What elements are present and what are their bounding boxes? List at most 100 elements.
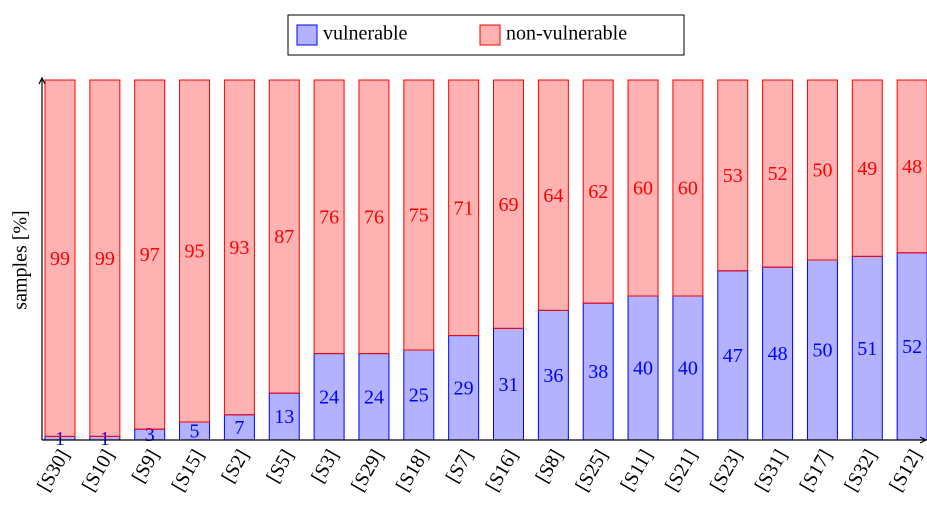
bar-segment [493, 79, 524, 329]
data-label: 36 [543, 365, 563, 387]
data-label: 38 [588, 361, 608, 383]
data-label: 31 [499, 374, 519, 396]
x-tick-label: [S29] [347, 446, 388, 495]
data-label: 24 [319, 386, 339, 408]
bar-segment [358, 353, 390, 441]
y-axis-arrow [38, 76, 46, 85]
bar-segment [268, 392, 300, 441]
bar-segment [672, 295, 704, 441]
x-tick-label: [S16] [482, 446, 523, 495]
data-label: 1 [100, 428, 110, 450]
bar-segment [582, 302, 614, 441]
bar-segment [537, 79, 569, 311]
bar-segment [313, 79, 345, 355]
legend-box [287, 14, 685, 56]
bar-segment [358, 79, 390, 355]
legend-swatch [479, 24, 501, 46]
data-label: 69 [499, 194, 519, 216]
bar-segment [223, 79, 255, 416]
bar-segment [717, 79, 749, 272]
data-label: 50 [812, 160, 832, 182]
x-tick-label: [S9] [128, 446, 164, 487]
x-tick-label: [S30] [33, 446, 74, 495]
data-label: 97 [140, 244, 160, 266]
data-label: 25 [409, 385, 429, 407]
x-axis-arrow [919, 436, 927, 444]
data-label: 13 [274, 406, 294, 428]
data-label: 62 [588, 181, 608, 203]
data-label: 95 [185, 241, 205, 263]
bar-segment [851, 79, 883, 257]
data-label: 93 [229, 237, 249, 259]
data-label: 64 [543, 185, 563, 207]
x-tick-label: [S8] [531, 446, 567, 487]
data-label: 3 [145, 424, 155, 446]
data-label: 76 [364, 206, 384, 228]
x-tick-label: [S32] [840, 446, 881, 495]
bar-segment [403, 79, 435, 351]
x-tick-label: [S3] [307, 446, 343, 487]
bar-segment [493, 327, 524, 441]
data-label: 99 [50, 248, 70, 270]
x-tick-label: [S18] [392, 446, 433, 495]
data-label: 40 [678, 358, 698, 380]
bar-segment [627, 295, 659, 441]
bar-segment [672, 79, 704, 297]
data-label: 52 [902, 336, 922, 358]
bar-segment [851, 255, 883, 441]
x-tick-label: [S12] [885, 446, 926, 495]
x-tick-label: [S2] [217, 446, 253, 487]
data-label: 48 [902, 156, 922, 178]
bar-segment [896, 79, 927, 254]
bar-segment [89, 79, 121, 437]
data-label: 48 [768, 343, 788, 365]
x-tick-label: [S31] [751, 446, 792, 495]
x-tick-label: [S7] [442, 446, 478, 487]
legend-swatch [296, 24, 318, 46]
legend-label: non-vulnerable [506, 23, 627, 45]
x-tick-label: [S25] [571, 446, 612, 495]
bar-segment [537, 309, 569, 441]
data-label: 60 [633, 178, 653, 200]
x-tick-label: [S21] [661, 446, 702, 495]
data-label: 7 [234, 417, 244, 439]
data-label: 50 [812, 340, 832, 362]
bar-segment [44, 79, 76, 437]
data-label: 47 [723, 345, 743, 367]
data-label: 75 [409, 205, 429, 227]
x-tick-label: [S10] [78, 446, 119, 495]
data-label: 52 [768, 163, 788, 185]
data-label: 49 [857, 158, 877, 180]
data-label: 53 [723, 165, 743, 187]
bar-segment [448, 79, 480, 337]
bar-segment [134, 79, 166, 430]
data-label: 1 [55, 428, 65, 450]
x-tick-label: [S17] [795, 446, 836, 495]
data-label: 29 [454, 377, 474, 399]
data-label: 40 [633, 358, 653, 380]
y-axis-label: samples [%] [10, 210, 32, 309]
x-tick-label: [S15] [168, 446, 209, 495]
bar-segment [627, 79, 659, 297]
data-label: 87 [274, 226, 294, 248]
bar-segment [268, 79, 300, 394]
data-label: 60 [678, 178, 698, 200]
bar-segment [717, 270, 749, 441]
bar-segment [806, 79, 838, 261]
bar-segment [762, 79, 794, 268]
bar-segment [582, 79, 614, 304]
data-label: 5 [190, 421, 200, 443]
data-label: 99 [95, 248, 115, 270]
bar-segment [179, 79, 211, 423]
legend-label: vulnerable [323, 23, 408, 45]
data-label: 24 [364, 386, 384, 408]
x-tick-label: [S23] [706, 446, 747, 495]
x-tick-label: [S5] [262, 446, 298, 487]
bar-segment [448, 335, 480, 441]
data-label: 71 [454, 197, 474, 219]
data-label: 51 [857, 338, 877, 360]
data-label: 76 [319, 206, 339, 228]
bar-segment [403, 349, 435, 441]
x-tick-label: [S11] [616, 446, 657, 495]
